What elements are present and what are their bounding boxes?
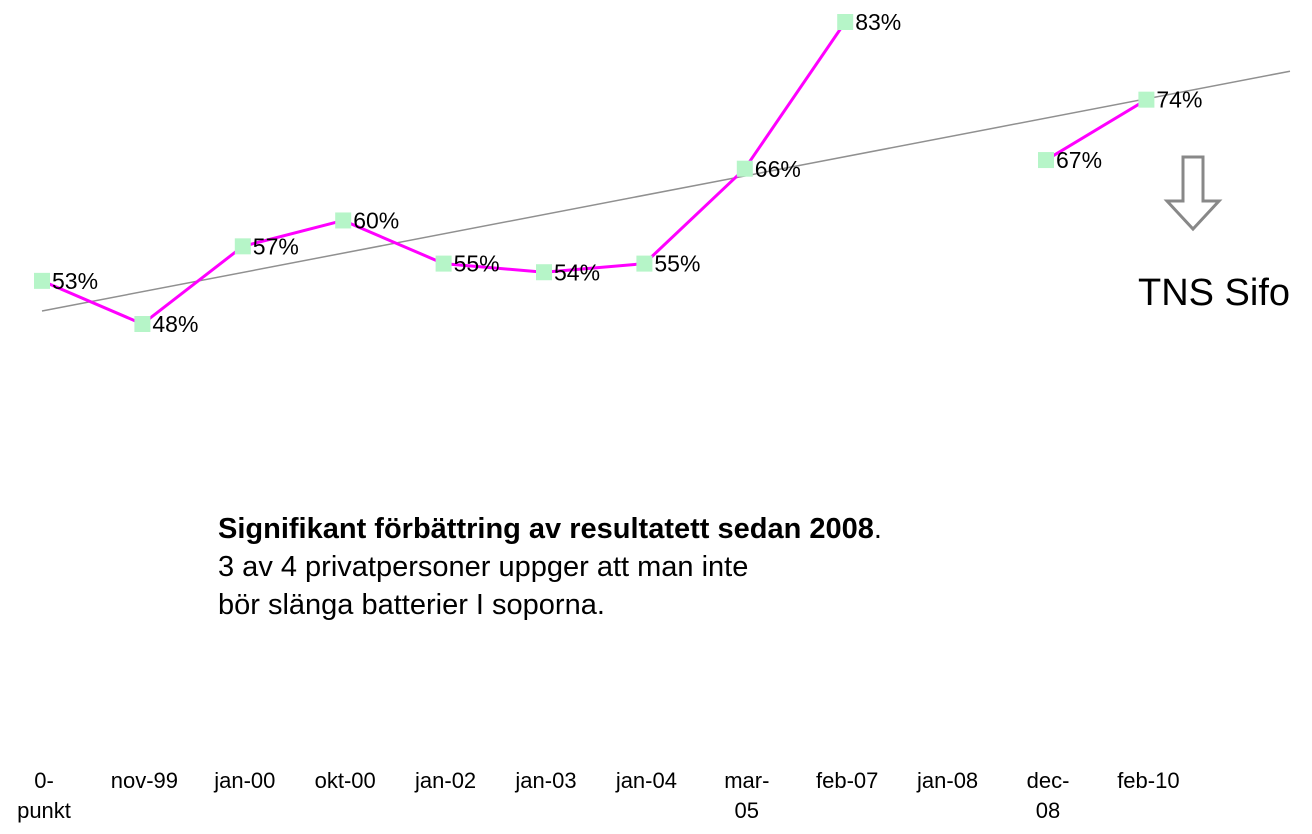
data-label: 67%: [1056, 147, 1102, 173]
marker: [234, 238, 251, 255]
data-label: 83%: [855, 9, 901, 35]
data-label: 53%: [52, 268, 98, 294]
marker: [1038, 152, 1054, 169]
marker: [435, 255, 452, 272]
marker: [736, 160, 753, 177]
marker: [837, 14, 854, 30]
x-tick-label: mar-05: [724, 768, 770, 823]
data-label: 54%: [554, 259, 600, 285]
x-tick-label: jan-00: [214, 768, 276, 793]
marker: [1138, 91, 1155, 108]
marker: [636, 255, 653, 272]
annotation-end: .: [873, 513, 882, 545]
marker: [134, 316, 151, 332]
trendline: [41, 70, 1291, 312]
down-arrow: [1163, 155, 1223, 232]
x-tick-label: 0-punkt: [17, 768, 71, 823]
data-label: 55%: [654, 251, 700, 277]
annotation-bold: Signifikant förbättring av resultatett s…: [218, 513, 874, 545]
marker: [335, 212, 352, 229]
x-tick-label: jan-04: [615, 768, 677, 793]
x-tick-label: dec-08: [1026, 768, 1070, 823]
data-label: 66%: [755, 156, 801, 182]
marker: [536, 264, 552, 281]
source-label: TNS Sifo: [1138, 272, 1291, 314]
annotation: Signifikant förbättring av resultatett s…: [218, 510, 998, 624]
data-label: 55%: [454, 251, 500, 277]
x-tick-label: feb-07: [815, 768, 879, 793]
data-label: 48%: [152, 311, 198, 337]
data-label: 57%: [253, 233, 299, 259]
series-line: [41, 21, 847, 326]
data-label: 74%: [1156, 87, 1202, 113]
annotation-heading: Signifikant förbättring av resultatett s…: [218, 510, 998, 548]
marker: [34, 272, 50, 289]
x-tick-label: jan-02: [415, 768, 477, 793]
x-tick-label: okt-00: [314, 768, 376, 793]
data-label: 60%: [353, 208, 399, 234]
x-tick-label: nov-99: [110, 768, 179, 793]
series-line: [1045, 98, 1148, 162]
x-tick-label: jan-08: [917, 768, 979, 793]
x-tick-label: jan-03: [515, 768, 577, 793]
x-tick-label: feb-10: [1117, 768, 1180, 793]
annotation-text: 3 av 4 privatpersoner uppger att man int…: [218, 551, 749, 621]
